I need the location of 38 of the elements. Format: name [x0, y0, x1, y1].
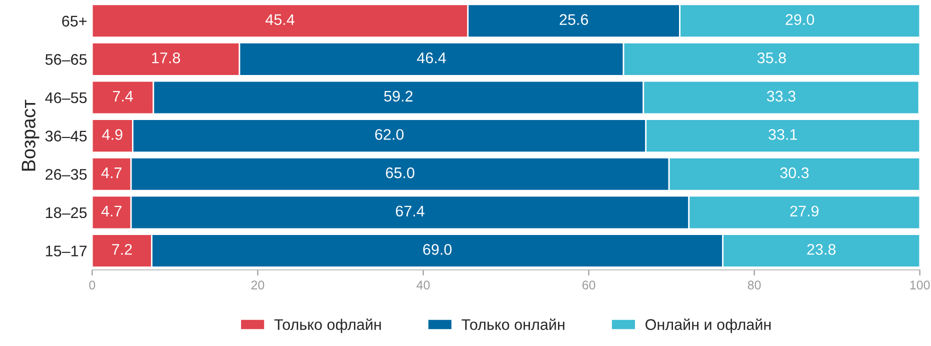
data-label: 46.4 [416, 52, 446, 64]
data-label: 25.6 [560, 14, 588, 25]
data-label: 33.1 [768, 129, 797, 140]
data-label: 67.4 [396, 206, 424, 217]
y-tick-label: 36–45 [45, 130, 87, 142]
x-tick-label: 60 [582, 280, 596, 290]
data-label: 23.8 [807, 244, 836, 255]
x-tick-label: 20 [251, 280, 264, 290]
data-label: 27.9 [790, 206, 819, 217]
data-label: 62.0 [375, 129, 404, 140]
x-tick-label: 40 [416, 280, 430, 290]
data-label: 33.3 [766, 90, 796, 102]
data-label: 45.4 [266, 14, 294, 25]
data-label: 30.3 [780, 167, 809, 178]
data-label: 59.2 [384, 90, 413, 102]
y-tick-label: 15–17 [46, 246, 87, 256]
data-label: 4.7 [101, 168, 122, 178]
data-label: 29.0 [786, 14, 814, 25]
y-axis-title: Возраст [22, 100, 40, 171]
data-label: 4.7 [101, 206, 122, 216]
legend-label: Только офлайн [274, 318, 381, 333]
data-label: 7.2 [112, 244, 132, 255]
data-label: 69.0 [423, 244, 452, 255]
legend-label: Онлайн и офлайн [646, 318, 771, 333]
y-tick-label: 18–25 [46, 207, 87, 218]
y-tick-label: 56–65 [45, 54, 87, 65]
y-tick-label: 26–35 [46, 168, 87, 180]
data-label: 4.9 [102, 129, 122, 140]
data-label: 65.0 [386, 167, 414, 178]
data-label: 7.4 [112, 90, 133, 102]
y-tick-label: 65+ [62, 16, 87, 27]
legend-label: Только онлайн [462, 318, 564, 330]
y-tick-label: 46–55 [45, 92, 87, 104]
x-tick-label: 0 [89, 280, 96, 290]
x-tick-label: 80 [748, 280, 761, 290]
data-label: 17.8 [152, 52, 180, 64]
x-tick-label: 100 [910, 280, 930, 290]
data-label: 35.8 [757, 52, 786, 64]
